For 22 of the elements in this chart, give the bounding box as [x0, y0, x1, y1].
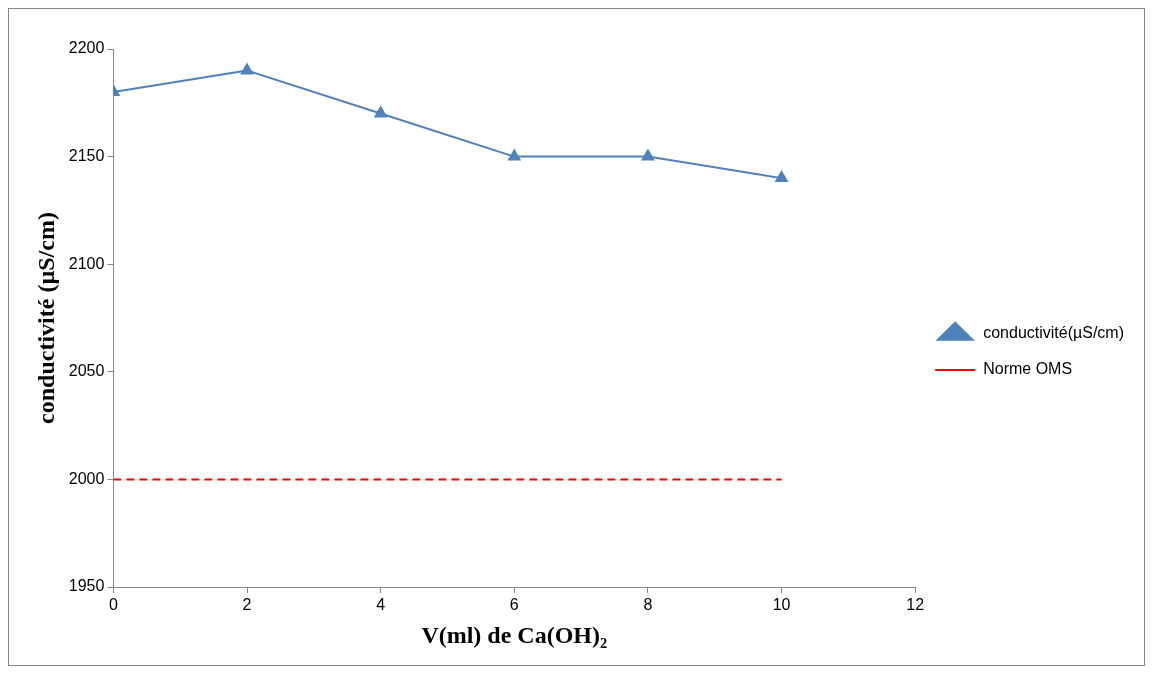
point [641, 149, 655, 161]
x-tick-label: 4 [376, 596, 386, 614]
y-axis-title: conductivité (µS/cm) [32, 212, 59, 424]
y-tick-label: 2200 [68, 39, 105, 57]
point [240, 63, 254, 75]
legend-label: Norme OMS [983, 360, 1073, 378]
point [374, 106, 387, 118]
y-tick-label: 2150 [68, 147, 105, 165]
y-tick-label: 2100 [68, 254, 105, 272]
x-axis-title: V(ml) de Ca(OH)₂ [421, 621, 608, 648]
x-tick-label: 10 [772, 596, 791, 614]
point [775, 171, 788, 183]
y-tick-label: 2050 [68, 362, 105, 380]
x-tick-label: 6 [509, 596, 519, 614]
x-tick-label: 8 [643, 596, 653, 614]
y-tick-label: 2000 [68, 469, 105, 487]
x-tick-label: 2 [242, 596, 252, 614]
y-tick-label: 1950 [68, 577, 105, 595]
point [508, 149, 521, 161]
x-tick-label: 12 [906, 596, 925, 614]
x-tick-label: 0 [108, 596, 118, 614]
legend-label: conductivité(µS/cm) [983, 324, 1124, 342]
